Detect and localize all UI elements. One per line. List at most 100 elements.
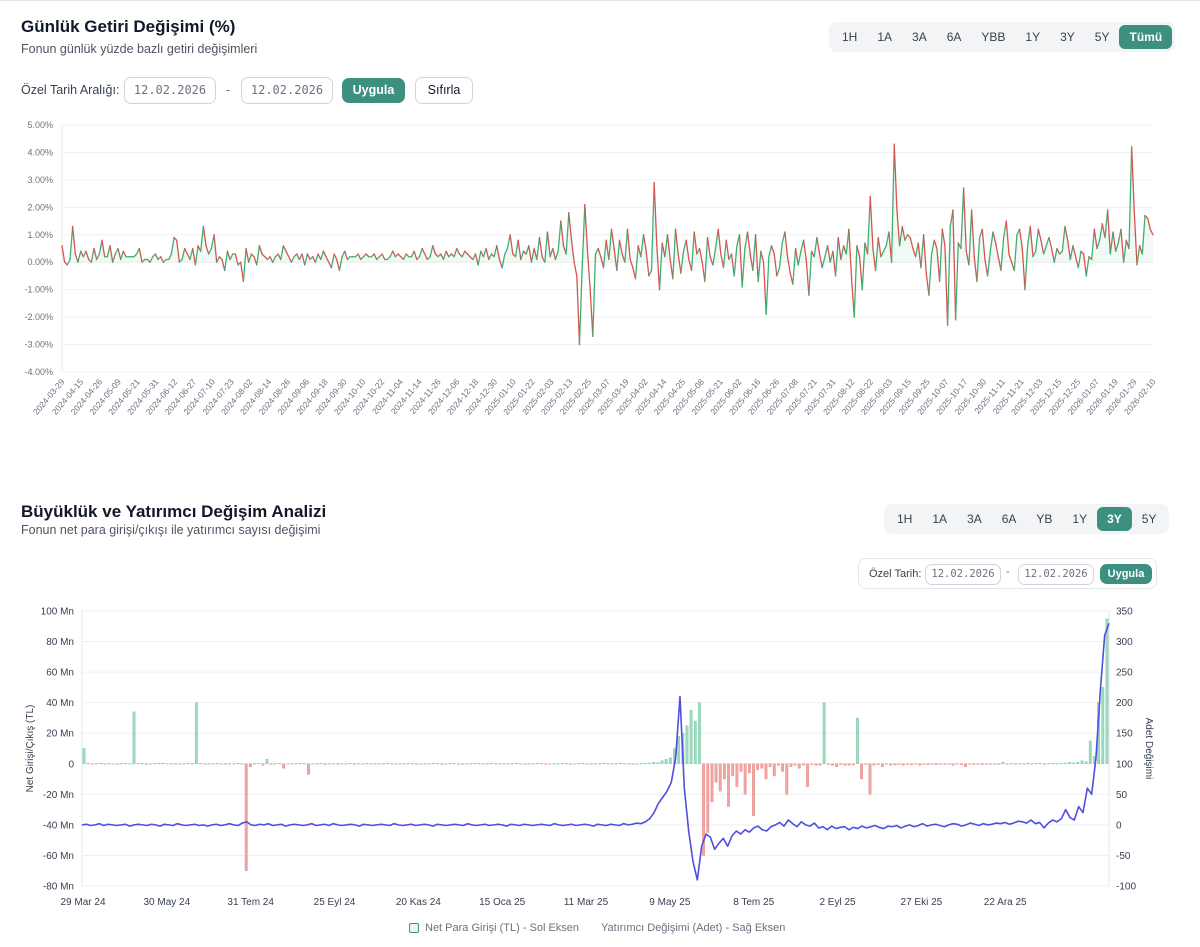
return-segment <box>989 231 994 252</box>
net-flow-bar <box>818 763 822 766</box>
range-button-ybb[interactable]: YBB <box>981 30 1006 44</box>
return-segment <box>560 220 565 247</box>
return-segment <box>202 225 207 247</box>
net-flow-bar <box>569 763 572 765</box>
return-segment <box>338 256 343 272</box>
net-flow-bar <box>768 763 772 767</box>
right-y-tick-label: 100 <box>1116 759 1133 770</box>
end-date-input-2[interactable]: 12.02.2026 <box>1018 564 1094 585</box>
return-segment <box>826 245 831 263</box>
net-flow-bar <box>1051 763 1055 765</box>
x-tick-label: 27 Eki 25 <box>901 897 943 908</box>
range-button-1h[interactable]: 1H <box>842 30 858 44</box>
return-segment <box>877 236 882 258</box>
return-segment <box>557 220 562 252</box>
net-flow-bar <box>394 763 398 765</box>
return-segment <box>258 245 263 255</box>
net-flow-bar <box>905 763 909 765</box>
range-button-1a[interactable]: 1A <box>877 30 893 44</box>
return-segment <box>442 250 447 261</box>
net-flow-bar <box>1059 763 1063 764</box>
return-segment <box>1056 247 1061 255</box>
net-flow-bar <box>880 763 884 767</box>
range-button-6a[interactable]: 6A <box>1001 512 1017 526</box>
return-segment <box>920 234 925 269</box>
range-button-3y[interactable]: 3Y <box>1097 507 1132 531</box>
return-segment <box>477 250 482 266</box>
return-segment <box>922 234 927 274</box>
range-button-1h[interactable]: 1H <box>897 512 913 526</box>
legend-investor[interactable]: Yatırımcı Değişimi (Adet) - Sağ Eksen <box>601 922 785 934</box>
range-button-6a[interactable]: 6A <box>946 30 962 44</box>
return-segment <box>517 239 522 261</box>
net-flow-bar <box>257 763 261 764</box>
y-tick-label: -2.00% <box>24 312 53 322</box>
return-segment <box>672 228 677 280</box>
net-flow-bar <box>1043 763 1046 765</box>
range-button-1y[interactable]: 1Y <box>1072 512 1088 526</box>
net-flow-bar <box>344 763 348 765</box>
net-flow-bar <box>756 763 760 771</box>
end-date-input[interactable]: 12.02.2026 <box>241 77 333 104</box>
net-flow-bar <box>423 763 427 765</box>
return-segment <box>80 250 84 258</box>
return-segment <box>581 203 586 269</box>
left-y-tick-label: -60 Mn <box>43 851 74 862</box>
return-segment <box>586 250 591 291</box>
apply-button-2[interactable]: Uygula <box>1100 564 1152 584</box>
range-button-5y[interactable]: 5Y <box>1141 512 1157 526</box>
return-segment <box>474 253 479 266</box>
return-segment <box>664 234 669 258</box>
return-segment <box>314 253 319 263</box>
return-segment <box>341 250 346 258</box>
apply-button[interactable]: Uygula <box>342 78 405 103</box>
return-segment <box>280 245 285 261</box>
right-y-tick-label: 200 <box>1116 698 1133 709</box>
net-flow-bar <box>743 763 747 795</box>
net-flow-bar <box>415 763 419 765</box>
return-segment <box>240 261 245 283</box>
range-button-3a[interactable]: 3A <box>967 512 982 526</box>
range-button-yb[interactable]: YB <box>1036 512 1053 526</box>
return-segment <box>624 228 629 263</box>
return-segment <box>208 247 213 255</box>
range-button-3a[interactable]: 3A <box>912 30 927 44</box>
net-flow-bar <box>910 763 913 766</box>
reset-button[interactable]: Sıfırla <box>415 77 473 104</box>
net-flow-bar <box>519 763 523 765</box>
date-range-dash: - <box>226 82 231 97</box>
return-segment <box>498 258 503 269</box>
return-segment <box>960 187 965 250</box>
range-button-1a[interactable]: 1A <box>932 512 948 526</box>
range-button-1y[interactable]: 1Y <box>1025 30 1041 44</box>
left-y-tick-label: 20 Mn <box>46 729 74 740</box>
start-date-input[interactable]: 12.02.2026 <box>124 77 216 104</box>
range-button-tümü[interactable]: Tümü <box>1119 25 1173 49</box>
net-flow-bar <box>623 763 627 765</box>
return-segment <box>912 247 917 258</box>
return-segment <box>485 247 490 261</box>
return-segment <box>72 225 76 255</box>
net-flow-bar <box>444 763 448 765</box>
legend-net-flow[interactable]: Net Para Girişi (TL) - Sol Eksen <box>409 922 579 934</box>
return-segment <box>221 258 226 272</box>
start-date-input-2[interactable]: 12.02.2026 <box>925 564 1001 585</box>
net-flow-bar <box>831 763 834 766</box>
return-segment <box>856 245 861 258</box>
return-segment <box>1026 225 1031 247</box>
custom-date-box: Özel Tarih: 12.02.2026 - 12.02.2026 Uygu… <box>858 558 1157 589</box>
return-segment <box>962 187 967 252</box>
net-flow-bar <box>490 763 493 765</box>
return-segment <box>741 247 746 288</box>
return-segment <box>752 234 757 272</box>
net-flow-bar <box>461 763 464 765</box>
return-segment <box>720 253 725 269</box>
return-segment <box>976 236 981 283</box>
return-segment <box>626 228 631 261</box>
net-flow-bar <box>327 763 331 765</box>
net-flow-bar <box>843 763 847 766</box>
range-button-3y[interactable]: 3Y <box>1060 30 1075 44</box>
return-segment <box>496 245 501 261</box>
range-button-5y[interactable]: 5Y <box>1094 30 1110 44</box>
net-flow-bar <box>485 763 489 765</box>
